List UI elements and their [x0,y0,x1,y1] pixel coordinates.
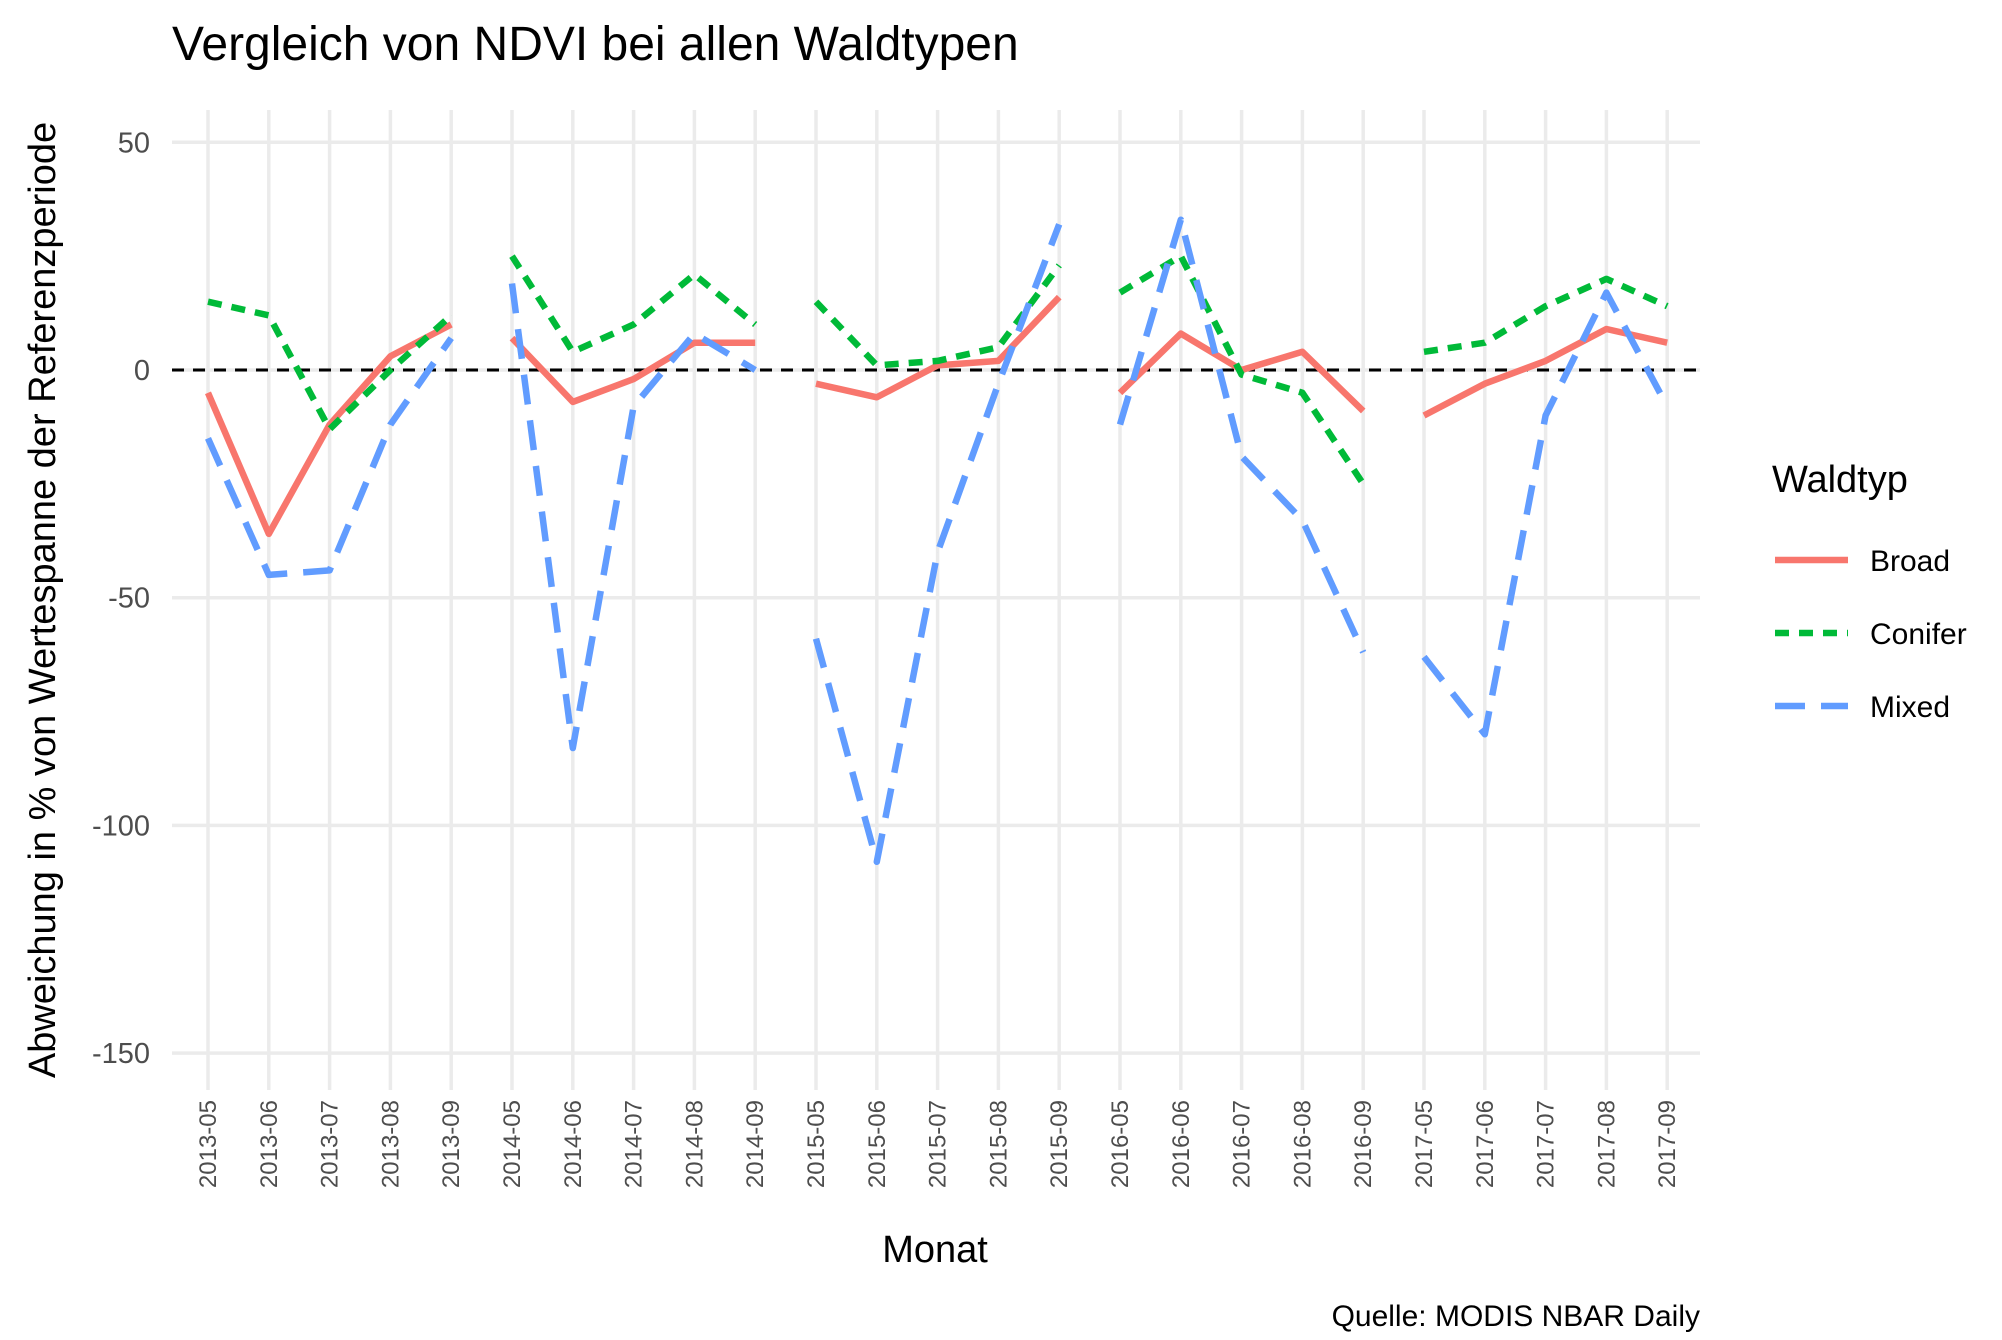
x-tick-label: 2017-08 [1593,1100,1620,1188]
x-tick-label: 2015-05 [803,1100,830,1188]
series-line-mixed [508,283,757,752]
legend-label-broad: Broad [1870,545,1950,578]
x-tick-label: 2017-09 [1654,1100,1681,1188]
x-tick-label: 2015-07 [925,1100,952,1188]
x-tick-label: 2015-09 [1046,1100,1073,1188]
x-tick-label: 2013-05 [195,1100,222,1188]
x-tick-label: 2014-05 [499,1100,526,1188]
x-tick-label: 2016-08 [1289,1100,1316,1188]
legend-label-conifer: Conifer [1870,618,1967,651]
x-tick-label: 2017-06 [1472,1100,1499,1188]
x-tick-label: 2014-08 [681,1100,708,1188]
x-tick-label: 2017-07 [1533,1100,1560,1188]
series-mixed [205,216,1671,866]
x-tick-label: 2014-09 [742,1100,769,1188]
x-tick-label: 2016-09 [1350,1100,1377,1188]
x-axis-title: Monat [882,1229,988,1271]
y-axis-title: Abweichung in % von Wertespanne der Refe… [22,122,64,1078]
x-tick-label: 2013-07 [317,1100,344,1188]
legend-label-mixed: Mixed [1870,691,1950,724]
series-lines [205,216,1671,866]
x-tick-label: 2014-07 [621,1100,648,1188]
grid [172,110,1700,1090]
legend-items: Broad Conifer Mixed [1775,545,1967,724]
chart-title: Vergleich von NDVI bei allen Waldtypen [172,18,1019,71]
caption: Quelle: MODIS NBAR Daily [1332,1300,1700,1333]
series-line-mixed [1116,216,1367,654]
x-tick-label: 2015-06 [864,1100,891,1188]
y-tick-label: 50 [118,127,150,159]
x-tick-label: 2016-07 [1229,1100,1256,1188]
legend: Waldtyp Broad Conifer Mixed [1772,459,1967,724]
x-tick-label: 2013-06 [256,1100,283,1188]
y-tick-label: 0 [134,355,150,387]
x-tick-label: 2016-06 [1168,1100,1195,1188]
x-tick-label: 2014-06 [560,1100,587,1188]
series-conifer [207,252,1669,486]
x-tick-label: 2015-08 [985,1100,1012,1188]
y-tick-label: -100 [92,810,150,842]
x-axis-ticks: 2013-05 2013-06 2013-07 2013-08 2013-09 2014-… [195,1100,1681,1188]
y-tick-label: -50 [108,583,150,615]
x-tick-label: 2013-09 [438,1100,465,1188]
y-axis-ticks: 50 0 -50 -100 -150 [92,127,150,1070]
series-line-mixed [812,223,1063,866]
y-tick-label: -150 [92,1038,150,1070]
legend-title: Waldtyp [1772,459,1908,501]
x-tick-label: 2013-08 [377,1100,404,1188]
x-tick-label: 2017-05 [1411,1100,1438,1188]
x-tick-label: 2016-05 [1107,1100,1134,1188]
